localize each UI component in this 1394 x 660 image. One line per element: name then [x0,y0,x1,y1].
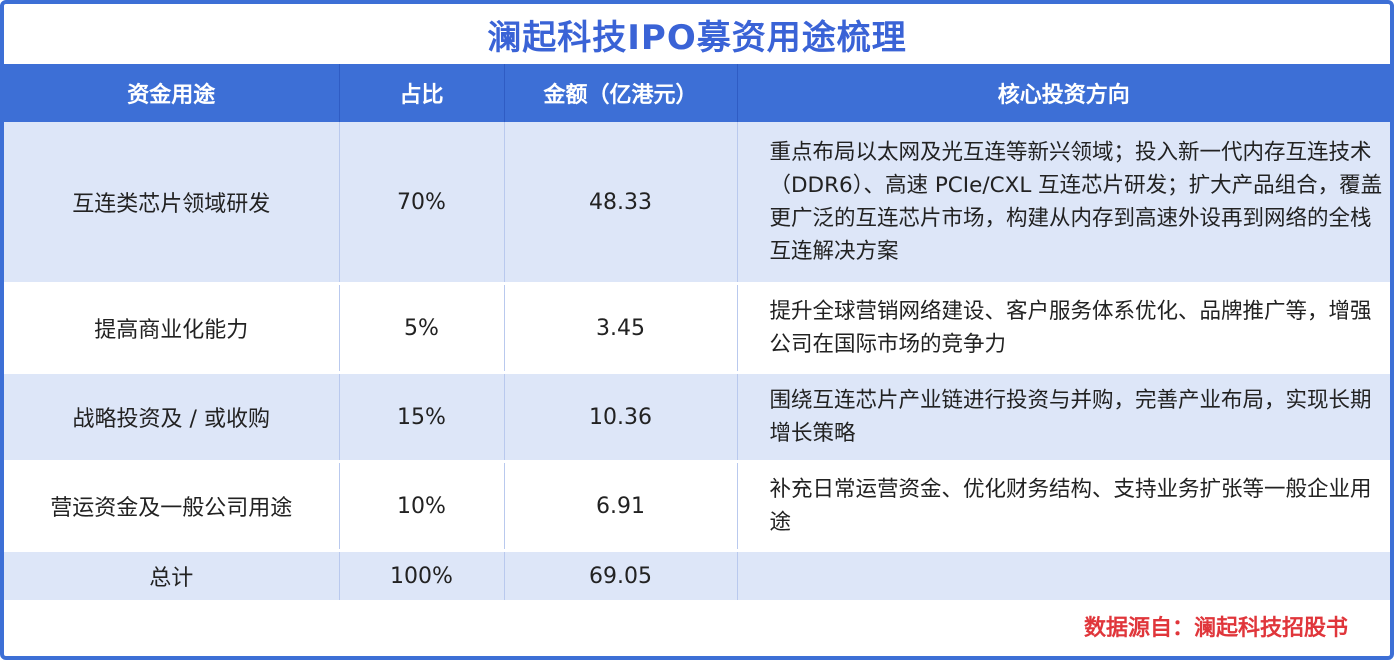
cell-amount: 6.91 [504,461,738,552]
source-note: 数据源自：澜起科技招股书 [1083,616,1348,641]
cell-use: 营运资金及一般公司用途 [4,461,340,552]
table-row: 互连类芯片领域研发 70% 48.33 重点布局以太网及光互连等新兴领域；投入新… [4,122,1390,285]
column-header-use: 资金用途 [4,64,340,122]
table-row: 提高商业化能力 5% 3.45 提升全球营销网络建设、客户服务体系优化、品牌推广… [4,283,1390,374]
cell-direction: 重点布局以太网及光互连等新兴领域；投入新一代内存互连技术（DDR6）、高速 PC… [737,122,1390,285]
cell-direction: 提升全球营销网络建设、客户服务体系优化、品牌推广等，增强公司在国际市场的竞争力 [737,283,1390,374]
cell-total-label: 总计 [4,550,340,603]
page-title: 澜起科技IPO募资用途梳理 [487,17,907,58]
cell-total-direction [737,550,1390,603]
table-row: 营运资金及一般公司用途 10% 6.91 补充日常运营资金、优化财务结构、支持业… [4,461,1390,552]
cell-use: 战略投资及 / 或收购 [4,372,340,463]
cell-direction: 围绕互连芯片产业链进行投资与并购，完善产业布局，实现长期增长策略 [737,372,1390,463]
cell-ratio: 15% [339,372,505,463]
cell-amount: 10.36 [504,372,738,463]
cell-total-ratio: 100% [339,550,505,603]
cell-amount: 3.45 [504,283,738,374]
cell-amount: 48.33 [504,122,738,285]
cell-direction: 补充日常运营资金、优化财务结构、支持业务扩张等一般企业用途 [737,461,1390,552]
cell-use: 提高商业化能力 [4,283,340,374]
cell-ratio: 10% [339,461,505,552]
cell-ratio: 5% [339,283,505,374]
table-row: 战略投资及 / 或收购 15% 10.36 围绕互连芯片产业链进行投资与并购，完… [4,372,1390,463]
cell-ratio: 70% [339,122,505,285]
column-header-direction: 核心投资方向 [737,64,1390,122]
cell-use: 互连类芯片领域研发 [4,122,340,285]
total-row: 总计 100% 69.05 [4,550,1390,603]
column-header-amount: 金额（亿港元） [504,64,738,122]
cell-total-amount: 69.05 [504,550,738,603]
fund-usage-table: 资金用途 占比 金额（亿港元） 核心投资方向 互连类芯片领域研发 70% 48.… [4,64,1390,603]
column-header-ratio: 占比 [339,64,505,122]
header-row: 资金用途 占比 金额（亿港元） 核心投资方向 [4,64,1390,122]
